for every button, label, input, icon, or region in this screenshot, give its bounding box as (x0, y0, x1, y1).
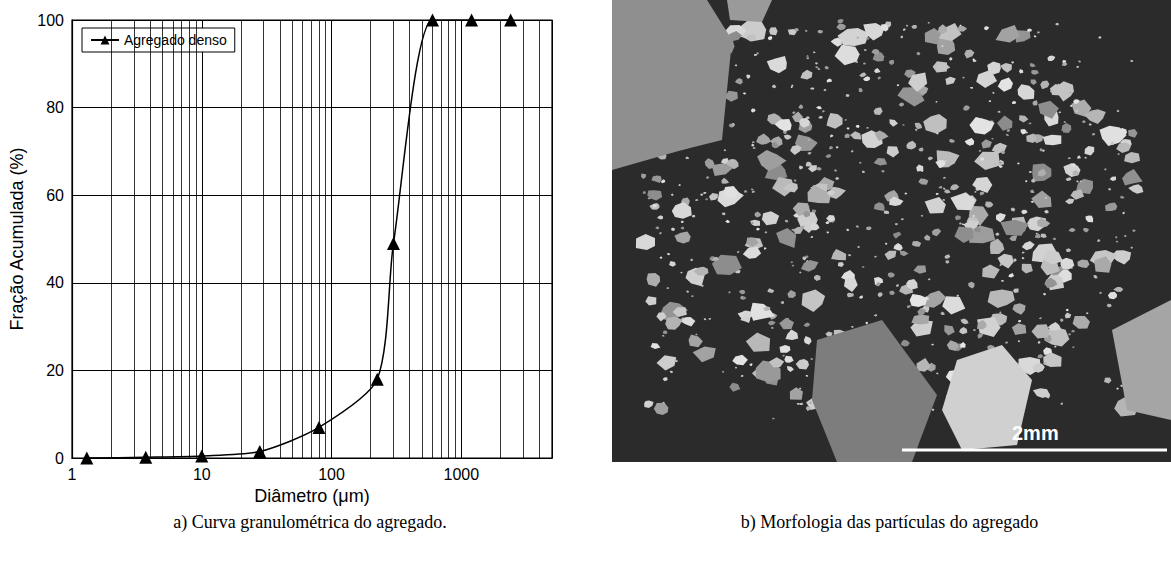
html-text:b) Morfologia das partículas d: b) Morfologia das partículas do agregado (740, 512, 1039, 532)
svg-text:1: 1 (68, 466, 77, 483)
svg-text:1000: 1000 (444, 466, 480, 483)
svg-text:80: 80 (46, 99, 64, 116)
svg-text:40: 40 (46, 274, 64, 291)
svg-text:Agregado denso: Agregado denso (124, 32, 227, 48)
svg-text:100: 100 (37, 12, 64, 29)
svg-text:60: 60 (46, 187, 64, 204)
svg-text:Fração Acumulada (%): Fração Acumulada (%) (7, 148, 27, 331)
svg-text:20: 20 (46, 362, 64, 379)
svg-text:0: 0 (55, 450, 64, 467)
html-text:a) Curva granulométrica do agr: a) Curva granulométrica do agregado. (173, 512, 447, 532)
svg-text:Diâmetro (μm): Diâmetro (μm) (254, 486, 369, 506)
svg-text:10: 10 (193, 466, 211, 483)
svg-text:2mm: 2mm (1012, 422, 1059, 444)
svg-text:100: 100 (318, 466, 345, 483)
